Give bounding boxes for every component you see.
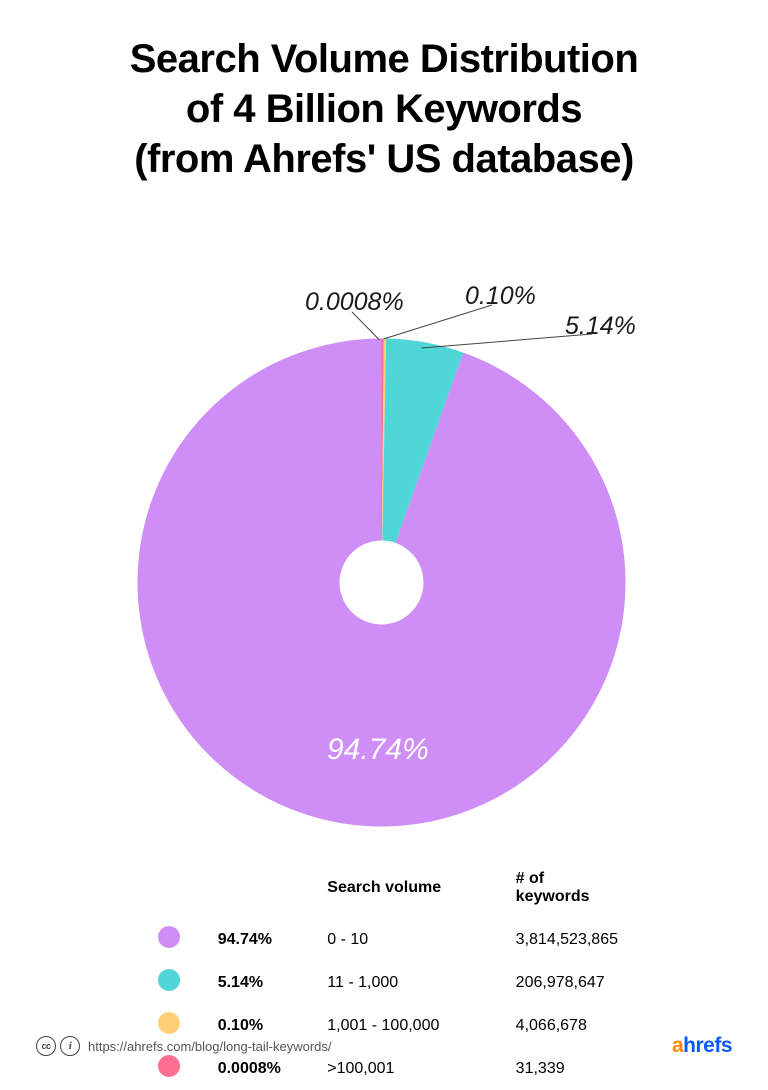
donut-chart: 0.0008%0.10%5.14% 94.74% <box>137 290 626 900</box>
callout-label: 0.0008% <box>305 288 404 317</box>
legend-swatch <box>158 926 180 948</box>
title-line-2: of 4 Billion Keywords <box>186 87 582 131</box>
chart-title: Search Volume Distribution of 4 Billion … <box>0 34 768 184</box>
brand-a: a <box>672 1034 683 1057</box>
legend-swatch <box>158 969 180 991</box>
legend-keyword-count: 3,814,523,865 <box>506 918 628 961</box>
brand-rest: hrefs <box>683 1034 732 1057</box>
legend-row: 5.14%11 - 1,000206,978,647 <box>148 961 628 1004</box>
footer: cc i https://ahrefs.com/blog/long-tail-k… <box>36 1033 732 1059</box>
callout-label: 5.14% <box>565 312 636 341</box>
legend-swatch <box>158 1012 180 1034</box>
main-slice-percent: 94.74% <box>327 733 429 767</box>
title-line-3: (from Ahrefs' US database) <box>134 137 634 181</box>
title-line-1: Search Volume Distribution <box>130 37 639 81</box>
footer-url: https://ahrefs.com/blog/long-tail-keywor… <box>88 1039 332 1054</box>
legend-col-search-volume: Search volume <box>317 870 505 918</box>
legend-keyword-count: 206,978,647 <box>506 961 628 1004</box>
legend-row: 94.74%0 - 103,814,523,865 <box>148 918 628 961</box>
brand-logo: ahrefs <box>672 1034 732 1058</box>
cc-attribution-icon: i <box>60 1036 80 1056</box>
callout-label: 0.10% <box>465 282 536 311</box>
legend-search-volume: 0 - 10 <box>317 918 505 961</box>
cc-icons: cc i <box>36 1036 80 1056</box>
legend-pct: 5.14% <box>208 961 318 1004</box>
cc-license-icon: cc <box>36 1036 56 1056</box>
legend-col-keywords: # of keywords <box>506 870 628 918</box>
legend-search-volume: 11 - 1,000 <box>317 961 505 1004</box>
legend-pct: 94.74% <box>208 918 318 961</box>
